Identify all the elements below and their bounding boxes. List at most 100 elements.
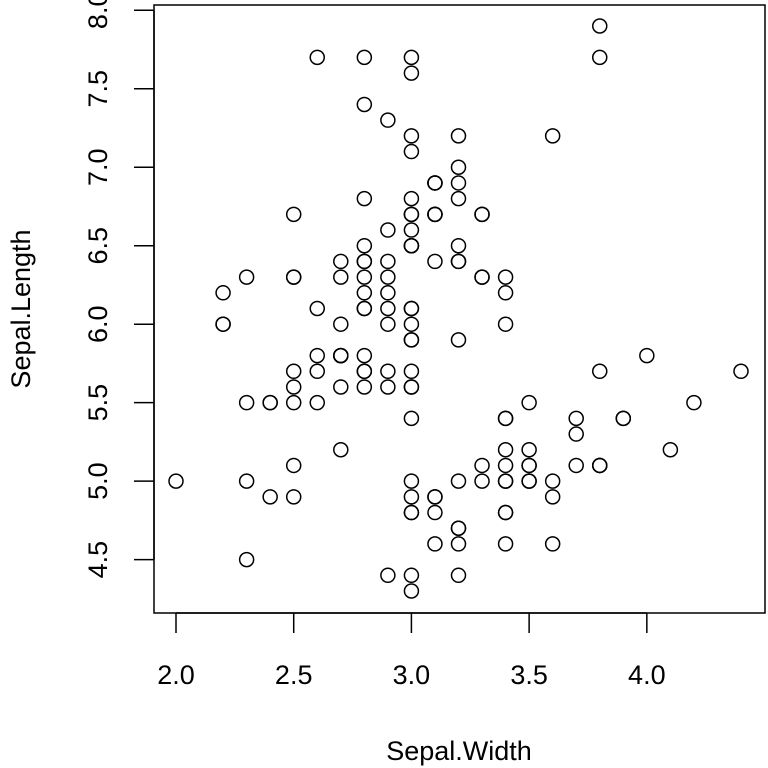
data-point — [309, 363, 325, 380]
data-point — [238, 551, 255, 568]
data-point — [450, 128, 467, 144]
x-tick-label: 2.5 — [275, 660, 313, 690]
data-point — [450, 536, 467, 552]
data-point — [285, 489, 302, 505]
data-point — [521, 457, 537, 474]
data-point — [356, 96, 373, 113]
data-point — [380, 300, 396, 317]
data-point — [544, 128, 561, 144]
data-point — [356, 269, 373, 285]
data-point — [497, 504, 514, 521]
data-point — [333, 253, 349, 270]
data-point — [403, 128, 420, 144]
data-point — [450, 332, 467, 348]
data-point — [497, 285, 514, 301]
data-point — [309, 300, 325, 317]
data-point — [403, 567, 420, 584]
data-point — [356, 347, 373, 364]
data-point — [356, 190, 373, 207]
data-point — [380, 285, 396, 301]
data-point — [427, 489, 443, 505]
data-point — [521, 442, 537, 458]
data-point — [450, 253, 467, 270]
data-point — [450, 237, 467, 254]
data-point — [733, 363, 749, 380]
data-point — [380, 112, 396, 128]
data-point — [427, 175, 443, 191]
data-point — [215, 285, 231, 301]
data-point — [450, 190, 467, 207]
y-tick-label: 7.5 — [83, 70, 113, 108]
data-point — [450, 520, 467, 536]
data-point — [568, 457, 584, 474]
data-point — [309, 347, 325, 364]
data-point — [403, 65, 420, 81]
data-point — [544, 489, 561, 505]
data-point — [662, 442, 679, 458]
data-point — [568, 426, 584, 442]
data-point — [639, 347, 655, 364]
y-tick-label: 5.5 — [83, 384, 113, 422]
data-point — [497, 269, 514, 285]
data-points — [168, 18, 749, 599]
data-point — [285, 269, 302, 285]
data-point — [592, 18, 608, 34]
data-point — [521, 394, 537, 411]
data-point — [333, 269, 349, 285]
data-point — [403, 206, 420, 223]
data-point — [427, 253, 443, 270]
data-point — [403, 379, 420, 395]
y-axis: 4.5 5.0 5.5 6.0 6.5 7.0 7.5 8.0 — [83, 0, 155, 579]
data-point — [356, 285, 373, 301]
data-point — [238, 394, 255, 411]
data-point — [450, 159, 467, 175]
data-point — [285, 206, 302, 223]
data-point — [427, 206, 443, 223]
data-point — [474, 269, 490, 285]
data-point — [333, 442, 349, 458]
data-point — [474, 473, 490, 489]
data-point — [238, 473, 255, 489]
y-tick-label: 6.5 — [83, 227, 113, 265]
x-tick-label: 4.0 — [628, 660, 666, 690]
x-axis: 2.0 2.5 3.0 3.5 4.0 — [157, 612, 666, 690]
data-point — [521, 473, 537, 489]
x-tick-label: 2.0 — [157, 660, 195, 690]
data-point — [309, 394, 325, 411]
data-point — [356, 49, 373, 66]
data-point — [380, 363, 396, 380]
data-point — [568, 410, 584, 427]
data-point — [403, 300, 420, 317]
x-axis-title: Sepal.Width — [386, 736, 532, 766]
data-point — [380, 269, 396, 285]
data-point — [403, 583, 420, 599]
x-tick-label: 3.0 — [393, 660, 431, 690]
data-point — [403, 410, 420, 427]
data-point — [497, 410, 514, 427]
data-point — [615, 410, 632, 427]
data-point — [356, 237, 373, 254]
data-point — [427, 536, 443, 552]
data-point — [403, 222, 420, 238]
data-point — [592, 49, 608, 66]
data-point — [285, 379, 302, 395]
data-point — [403, 363, 420, 380]
data-point — [497, 442, 514, 458]
data-point — [238, 269, 255, 285]
data-point — [497, 457, 514, 474]
y-tick-label: 5.0 — [83, 462, 113, 500]
y-tick-label: 7.0 — [83, 148, 113, 186]
data-point — [356, 363, 373, 380]
data-point — [403, 143, 420, 160]
y-tick-label: 6.0 — [83, 305, 113, 343]
data-point — [403, 332, 420, 348]
data-point — [544, 473, 561, 489]
data-point — [474, 457, 490, 474]
data-point — [403, 237, 420, 254]
y-tick-label: 4.5 — [83, 541, 113, 579]
data-point — [686, 394, 702, 411]
data-point — [309, 49, 325, 66]
data-point — [403, 473, 420, 489]
data-point — [497, 316, 514, 332]
